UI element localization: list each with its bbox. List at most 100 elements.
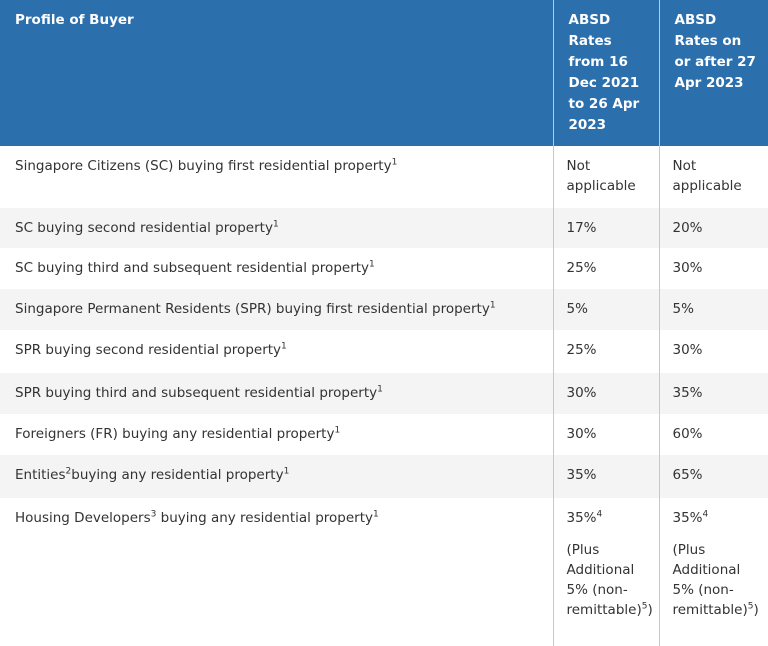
footnote-ref: 2 [65,466,72,477]
cell-paragraph: Not applicable [567,156,647,196]
cell-paragraph: (Plus Additional 5% (non-remittable)5) [673,540,759,620]
table-row: SC buying third and subsequent residenti… [0,248,768,289]
cell-paragraph: 35%4 [673,508,757,528]
cell-paragraph: 65% [673,465,757,485]
cell-paragraph: 35% [673,383,757,403]
rate-cell: 65% [658,455,768,498]
rate-cell: 17% [552,208,659,248]
cell-paragraph: 35%4 [567,508,647,528]
footnote-ref: 4 [702,509,709,520]
rate-cell: 35% [658,373,768,414]
footnote-ref: 1 [489,300,496,311]
table-row: Entities2buying any residential property… [0,455,768,498]
buyer-profile: SC buying second residential property1 [0,208,553,248]
cell-text: 65% [672,467,703,483]
header-cell: ABSD Rates from 16 Dec 2021 to 26 Apr 20… [552,0,659,146]
cell-text: Housing Developers [15,510,151,526]
footnote-ref: 3 [150,509,157,520]
cell-text: 30% [566,385,597,401]
rate-cell: 30% [658,330,768,373]
rate-cell: Not applicable [658,146,768,208]
cell-paragraph: 20% [673,218,757,238]
footnote-ref: 1 [272,219,279,230]
table-body: Singapore Citizens (SC) buying first res… [0,146,768,646]
cell-paragraph: SC buying second residential property1 [15,218,541,238]
rate-cell: 20% [658,208,768,248]
buyer-profile: Singapore Permanent Residents (SPR) buyi… [0,289,553,330]
cell-text: 30% [672,342,703,358]
header-cell: Profile of Buyer [0,0,553,146]
cell-paragraph: SPR buying second residential property1 [15,340,541,360]
cell-text: SPR buying third and subsequent resident… [15,385,378,401]
rate-cell: 35% [552,455,659,498]
cell-paragraph: 30% [673,340,757,360]
cell-text: (Plus Additional 5% (non-remittable) [566,542,642,618]
rate-cell: Not applicable [552,146,659,208]
table-row: SPR buying second residential property1 2… [0,330,768,373]
cell-text: Not applicable [566,158,636,194]
cell-text: Foreigners (FR) buying any residential p… [15,426,335,442]
cell-text: 60% [672,426,703,442]
rate-cell: 30% [658,248,768,289]
buyer-profile: Foreigners (FR) buying any residential p… [0,414,553,455]
cell-paragraph: Not applicable [673,156,757,196]
footnote-ref: 1 [391,157,398,168]
cell-paragraph: SPR buying third and subsequent resident… [15,383,541,403]
cell-paragraph: Entities2buying any residential property… [15,465,541,485]
rate-cell: 25% [552,330,659,373]
cell-text: buying any residential property [71,467,284,483]
header-row: Profile of Buyer ABSD Rates from 16 Dec 2… [0,0,768,146]
table-row: Singapore Permanent Residents (SPR) buyi… [0,289,768,330]
cell-text: 20% [672,220,703,236]
cell-paragraph: 60% [673,424,757,444]
cell-text: 30% [672,260,703,276]
buyer-profile: Entities2buying any residential property… [0,455,553,498]
buyer-profile: SPR buying second residential property1 [0,330,553,373]
cell-text: Singapore Permanent Residents (SPR) buyi… [15,301,490,317]
table-row: Foreigners (FR) buying any residential p… [0,414,768,455]
cell-text: 25% [566,342,597,358]
buyer-profile: Singapore Citizens (SC) buying first res… [0,146,553,208]
cell-text: 5% [566,301,588,317]
cell-paragraph: Singapore Citizens (SC) buying first res… [15,156,541,176]
cell-paragraph: 5% [567,299,647,319]
rate-cell: 5% [552,289,659,330]
rate-cell: 35%4 (Plus Additional 5% (non-remittable)… [552,498,659,646]
cell-text: 25% [566,260,597,276]
cell-text: Entities [15,467,66,483]
cell-text: Singapore Citizens (SC) buying first res… [15,158,392,174]
table-row: SPR buying third and subsequent resident… [0,373,768,414]
cell-paragraph: 17% [567,218,647,238]
rate-cell: 60% [658,414,768,455]
buyer-profile: SPR buying third and subsequent resident… [0,373,553,414]
rate-cell: 30% [552,373,659,414]
cell-text: SPR buying second residential property [15,342,282,358]
cell-text: 35% [566,510,597,526]
rate-cell: 30% [552,414,659,455]
cell-text: buying any residential property [156,510,373,526]
cell-paragraph: 30% [567,383,647,403]
rate-cell: 25% [552,248,659,289]
cell-paragraph: 30% [567,424,647,444]
rate-cell: 5% [658,289,768,330]
buyer-profile: SC buying third and subsequent residenti… [0,248,553,289]
table-row: Housing Developers3 buying any residenti… [0,498,768,646]
footnote-ref: 1 [377,384,383,395]
cell-paragraph: 25% [567,340,647,360]
cell-paragraph: (Plus Additional 5% (non-remittable)5) [566,540,653,620]
header-cell: ABSD Rates on or after 27 Apr 2023 [658,0,768,146]
cell-paragraph: 25% [567,258,647,278]
cell-paragraph: SC buying third and subsequent residenti… [15,258,541,278]
cell-paragraph: 30% [673,258,757,278]
footnote-ref: 1 [283,466,290,477]
footnote-ref: 1 [334,425,341,436]
cell-paragraph: 35% [567,465,647,485]
cell-paragraph: Foreigners (FR) buying any residential p… [15,424,541,444]
cell-text: 35% [672,385,703,401]
cell-text: SC buying third and subsequent residenti… [15,260,370,276]
cell-paragraph: Housing Developers3 buying any residenti… [15,508,541,528]
cell-text: 5% [672,301,694,317]
footnote-ref: 1 [372,509,379,520]
cell-text: Not applicable [672,158,742,194]
cell-text: 35% [672,510,703,526]
